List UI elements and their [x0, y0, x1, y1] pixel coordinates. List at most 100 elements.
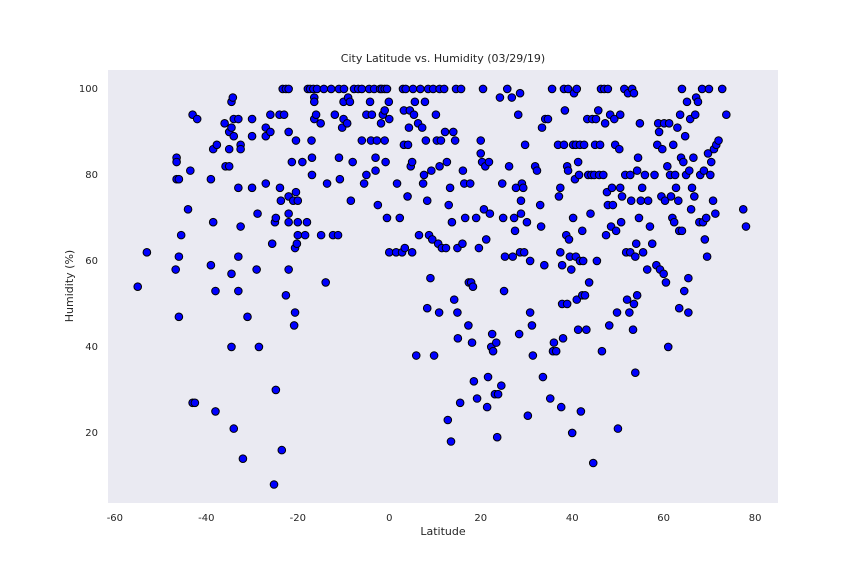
- point: [293, 196, 303, 206]
- point: [458, 239, 467, 249]
- point: [628, 325, 638, 335]
- point: [380, 106, 389, 115]
- point: [563, 166, 573, 175]
- point: [540, 260, 549, 270]
- point: [271, 213, 281, 223]
- point: [532, 166, 542, 175]
- point: [632, 166, 642, 175]
- point: [392, 179, 402, 188]
- point: [291, 136, 301, 145]
- y-tick-label: 80: [85, 170, 98, 181]
- point: [522, 217, 532, 227]
- x-tick-label: -60: [107, 513, 123, 524]
- point: [516, 196, 526, 206]
- point: [172, 157, 181, 167]
- point: [365, 97, 375, 107]
- point: [227, 269, 236, 279]
- point: [382, 213, 392, 223]
- point: [307, 170, 317, 180]
- point: [661, 278, 671, 287]
- point: [497, 179, 507, 188]
- x-tick-label: 40: [566, 513, 579, 524]
- point: [615, 144, 624, 154]
- point: [572, 84, 582, 94]
- point: [654, 127, 664, 137]
- point: [407, 248, 417, 257]
- point: [592, 256, 602, 266]
- point: [609, 114, 619, 124]
- point: [357, 136, 367, 145]
- point: [601, 230, 611, 240]
- point: [309, 97, 319, 107]
- point: [382, 84, 392, 94]
- point: [684, 166, 694, 175]
- point: [422, 303, 432, 313]
- point: [247, 114, 257, 124]
- point: [407, 157, 417, 167]
- point: [247, 183, 257, 193]
- point: [579, 140, 589, 150]
- point: [525, 256, 535, 266]
- point: [435, 162, 444, 171]
- point: [418, 179, 428, 188]
- point: [422, 196, 432, 206]
- x-axis-label: Latitude: [420, 525, 466, 538]
- point: [339, 84, 349, 94]
- point: [243, 312, 252, 322]
- point: [559, 140, 569, 150]
- point: [346, 196, 356, 206]
- point: [502, 84, 512, 94]
- point: [447, 217, 457, 227]
- point: [686, 205, 696, 214]
- point: [611, 226, 621, 236]
- point: [307, 136, 316, 145]
- point: [469, 377, 479, 386]
- point: [445, 183, 455, 193]
- point: [711, 209, 720, 218]
- point: [689, 153, 698, 163]
- point: [670, 170, 680, 180]
- point: [699, 166, 709, 175]
- point: [535, 200, 545, 210]
- point: [663, 162, 672, 171]
- point: [488, 346, 498, 356]
- point: [631, 368, 640, 378]
- point: [677, 226, 687, 236]
- point: [635, 119, 645, 128]
- point: [427, 235, 437, 244]
- point: [333, 230, 343, 240]
- point: [400, 243, 410, 253]
- point: [485, 209, 495, 218]
- point: [342, 119, 352, 128]
- point: [234, 183, 243, 193]
- point: [615, 110, 625, 120]
- point: [284, 217, 293, 227]
- point: [238, 454, 248, 464]
- point: [613, 424, 623, 433]
- point: [174, 174, 184, 184]
- point: [212, 140, 222, 150]
- point: [211, 286, 220, 296]
- point: [371, 166, 380, 175]
- point: [467, 338, 477, 347]
- point: [645, 222, 655, 231]
- y-tick-label: 100: [79, 84, 98, 95]
- point: [708, 196, 718, 206]
- point: [483, 372, 493, 382]
- point: [227, 342, 236, 352]
- point: [421, 136, 431, 145]
- point: [677, 84, 687, 94]
- point: [271, 385, 281, 395]
- point: [509, 213, 519, 223]
- point: [626, 196, 636, 206]
- point: [704, 84, 714, 94]
- point: [508, 252, 518, 261]
- point: [442, 157, 452, 167]
- point: [176, 230, 186, 240]
- point: [404, 123, 414, 132]
- point: [319, 84, 329, 94]
- point: [741, 222, 751, 231]
- point: [537, 123, 547, 132]
- y-axis-label: Humidity (%): [63, 250, 76, 322]
- point: [192, 114, 202, 124]
